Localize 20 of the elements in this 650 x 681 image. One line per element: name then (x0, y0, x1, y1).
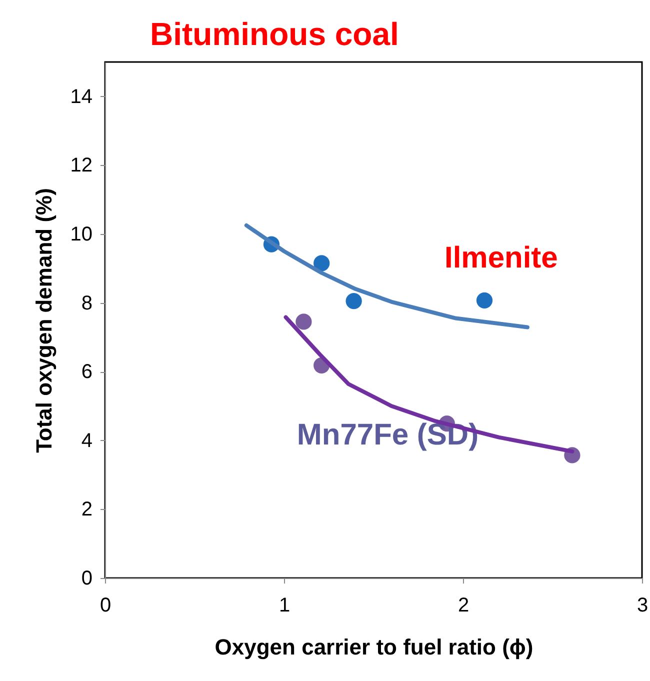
x-tick-label: 2 (458, 594, 470, 616)
point (476, 292, 493, 308)
y-tick-label: 6 (81, 361, 92, 384)
point (346, 293, 362, 310)
series-label: Ilmenite (444, 241, 558, 274)
x-tick-label: 1 (278, 594, 290, 616)
y-tick-label: 8 (81, 292, 92, 314)
y-axis-title: Total oxygen demand (%) (31, 188, 56, 453)
x-axis-title: Oxygen carrier to fuel ratio (ϕ) (214, 634, 534, 660)
y-tick-label: 14 (70, 86, 92, 108)
x-tick-label: 0 (100, 594, 112, 616)
y-tick-label: 0 (81, 568, 92, 590)
y-tick-label: 2 (81, 498, 92, 521)
x-tick-label: 3 (636, 594, 648, 616)
point (296, 314, 312, 330)
y-tick-label: 10 (70, 224, 92, 246)
point (314, 255, 330, 272)
y-tick-label: 4 (81, 430, 92, 452)
y-tick-label: 12 (70, 154, 92, 177)
chart-title: Bituminous coal (150, 16, 399, 52)
